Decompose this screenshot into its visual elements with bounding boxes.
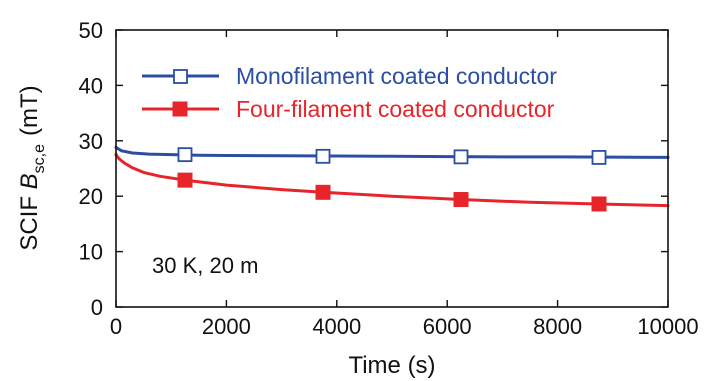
series-line-four-filament: [114, 153, 670, 208]
data-point-four-filament: [453, 192, 469, 208]
legend-marker-four-filament: [172, 101, 188, 117]
data-point-four-filament: [177, 172, 193, 188]
data-point-monofilament: [177, 147, 193, 163]
plot-frame: [115, 29, 669, 308]
legend-marker-monofilament: [173, 69, 188, 84]
data-point-monofilament: [453, 149, 469, 165]
y-axis-title-prefix: SCIF: [16, 189, 43, 250]
legend-label-four-filament: Four-filament coated conductor: [236, 96, 555, 122]
y-axis-title-symbol: B: [16, 173, 43, 189]
condition-annotation: 30 K, 20 m: [152, 253, 258, 278]
series-line-monofilament: [114, 145, 670, 159]
series-layer: [114, 145, 670, 212]
y-tick-label: 10: [79, 240, 103, 265]
y-tick-label: 20: [79, 184, 103, 209]
y-tick-label: 30: [79, 129, 103, 154]
y-tick-label: 50: [79, 18, 103, 43]
y-axis-title-unit: (mT): [16, 85, 43, 136]
y-tick-label: 0: [91, 295, 103, 320]
data-point-monofilament: [591, 150, 607, 165]
x-tick-label: 2000: [202, 314, 251, 339]
x-tick-label: 8000: [533, 314, 582, 339]
legend-entry-monofilament: Monofilament coated conductor: [142, 63, 557, 89]
legend-label-monofilament: Monofilament coated conductor: [236, 63, 557, 89]
data-point-four-filament: [315, 184, 331, 200]
x-tick-label: 4000: [312, 314, 361, 339]
x-tick-label: 0: [110, 314, 122, 339]
x-axis-title: Time (s): [348, 352, 435, 379]
y-axis-title: SCIF Bsc,e (mT): [16, 85, 48, 250]
x-tick-label: 10000: [637, 314, 698, 339]
x-tick-label: 6000: [423, 314, 472, 339]
legend: Monofilament coated conductor Four-filam…: [142, 63, 557, 122]
data-point-four-filament: [591, 196, 607, 212]
y-axis-title-subscript: sc,e: [31, 144, 48, 173]
y-tick-label: 40: [79, 73, 103, 98]
legend-entry-four-filament: Four-filament coated conductor: [142, 96, 555, 122]
ticks-layer: 0 2000 4000 6000 8000 10000 0 10 20 30 40 50: [79, 18, 699, 339]
data-point-monofilament: [315, 148, 331, 164]
